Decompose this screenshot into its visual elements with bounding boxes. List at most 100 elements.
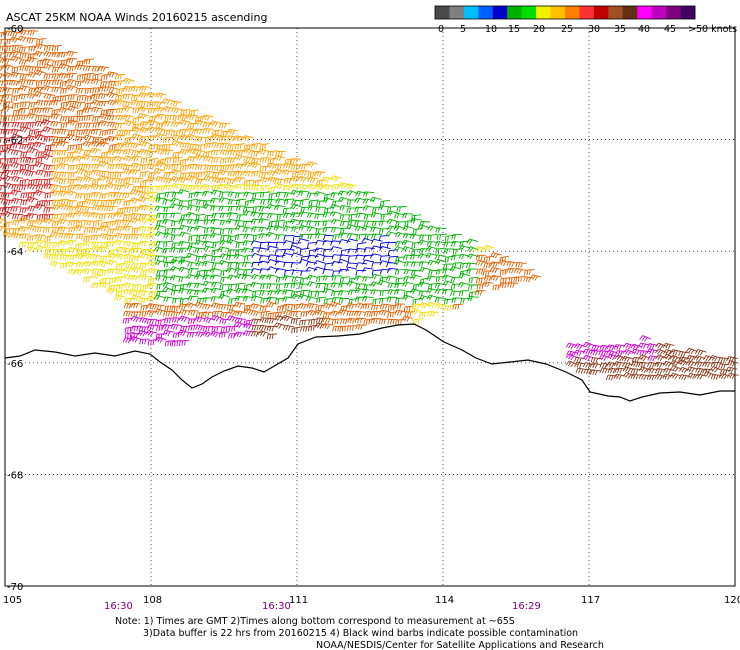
wind-barb xyxy=(637,342,650,349)
wind-barb xyxy=(227,228,239,234)
wind-barb xyxy=(146,185,158,193)
wind-barb xyxy=(170,212,182,219)
wind-barb xyxy=(2,30,14,37)
wind-barb xyxy=(11,175,24,183)
wind-barb xyxy=(290,282,302,288)
wind-barb xyxy=(74,136,87,142)
wind-barb xyxy=(51,44,62,52)
wind-barb xyxy=(211,281,223,288)
wind-barb xyxy=(718,373,731,380)
wind-barb xyxy=(43,177,54,185)
wind-barb xyxy=(361,237,374,243)
wind-barb xyxy=(51,86,63,93)
wind-barb xyxy=(0,177,6,182)
wind-barb xyxy=(97,246,110,253)
wind-barb xyxy=(202,297,214,303)
wind-barb xyxy=(436,233,448,240)
wind-barb xyxy=(483,275,495,282)
wind-barb xyxy=(663,349,675,356)
wind-barb xyxy=(83,72,95,79)
wind-barb xyxy=(17,35,30,43)
wind-barb xyxy=(42,63,55,70)
wind-barb xyxy=(267,176,280,183)
wind-barb xyxy=(186,114,198,121)
lat-tick-label: -62 xyxy=(7,136,23,147)
wind-barb xyxy=(122,164,134,171)
wind-barb xyxy=(146,176,158,183)
wind-barb xyxy=(147,277,158,285)
wind-barb xyxy=(82,128,95,135)
wind-barb xyxy=(25,134,38,142)
wind-barb xyxy=(693,355,706,362)
wind-barb xyxy=(10,50,23,57)
wind-barb xyxy=(290,293,303,300)
wind-barb xyxy=(266,333,278,340)
wind-barb xyxy=(227,135,239,142)
wind-barb xyxy=(226,128,239,135)
wind-barb xyxy=(83,261,95,268)
wind-barb xyxy=(265,301,278,308)
wind-barb xyxy=(19,233,31,240)
wind-barb xyxy=(58,136,70,143)
wind-barb xyxy=(686,355,698,362)
wind-barb xyxy=(43,73,55,80)
wind-barb xyxy=(130,289,142,296)
wind-barb xyxy=(106,128,118,135)
wind-barb xyxy=(599,367,611,374)
wind-barb xyxy=(44,191,55,199)
wind-barb xyxy=(370,317,382,324)
wind-barb xyxy=(694,349,707,356)
wind-barb xyxy=(161,324,174,331)
wind-barb xyxy=(630,343,643,351)
wind-barb xyxy=(163,144,174,150)
wind-barb xyxy=(0,171,7,178)
wind-barb xyxy=(565,342,578,349)
wind-barb xyxy=(90,234,102,241)
wind-barb xyxy=(123,155,136,162)
wind-barb xyxy=(124,136,135,143)
wind-barb xyxy=(316,179,327,186)
wind-barb xyxy=(434,258,447,265)
wind-barb xyxy=(241,161,254,168)
wind-barb xyxy=(138,135,150,143)
wind-barb xyxy=(582,348,595,355)
wind-barb xyxy=(129,274,142,281)
wind-barb xyxy=(314,232,327,239)
wind-barb xyxy=(115,290,126,297)
wind-barb xyxy=(347,289,359,296)
wind-barb xyxy=(202,326,214,332)
latitude-labels: -60-62-64-66-68-70 xyxy=(7,24,23,593)
wind-barb xyxy=(259,241,271,248)
wind-barb xyxy=(621,362,634,369)
wind-barb xyxy=(138,185,150,192)
wind-barb xyxy=(186,127,199,134)
wind-barb xyxy=(443,248,455,254)
wind-barb xyxy=(467,295,479,302)
wind-barb xyxy=(146,126,159,133)
wind-barb xyxy=(178,119,191,126)
wind-barb xyxy=(338,297,350,304)
wind-barb xyxy=(76,73,88,81)
wind-barb xyxy=(452,303,463,310)
wind-barb xyxy=(235,273,247,279)
wind-barb xyxy=(113,134,126,141)
wind-barb xyxy=(339,205,351,211)
wind-barb xyxy=(122,273,135,281)
wind-barb xyxy=(393,259,406,266)
wind-barb xyxy=(598,350,610,357)
wind-barb xyxy=(506,267,518,274)
wind-barb xyxy=(90,211,102,219)
wind-barb xyxy=(273,168,286,176)
wind-barb xyxy=(162,105,175,113)
wind-barb xyxy=(28,87,39,94)
wind-barb xyxy=(137,196,150,203)
wind-barb xyxy=(377,205,390,211)
wind-barb xyxy=(217,246,230,253)
wind-barb xyxy=(441,288,454,295)
wind-barb xyxy=(178,204,190,211)
wind-barb xyxy=(331,318,343,325)
wind-barb xyxy=(258,218,270,224)
wind-barb xyxy=(242,135,254,142)
wind-barb xyxy=(26,37,38,44)
wind-barb xyxy=(300,311,311,317)
